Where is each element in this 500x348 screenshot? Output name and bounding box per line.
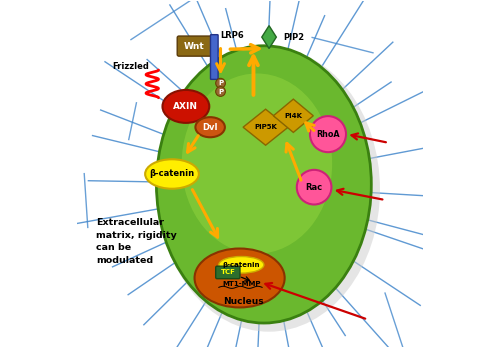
Text: P: P [218, 88, 223, 95]
Circle shape [216, 87, 226, 96]
Ellipse shape [156, 46, 372, 323]
Text: Nucleus: Nucleus [223, 297, 264, 306]
Polygon shape [243, 109, 288, 145]
Text: RhoA: RhoA [316, 130, 340, 139]
Text: LRP6: LRP6 [220, 31, 244, 40]
Polygon shape [274, 99, 314, 132]
Circle shape [310, 116, 346, 152]
Text: β-catenin: β-catenin [222, 262, 260, 268]
Text: Frizzled: Frizzled [112, 62, 149, 71]
Ellipse shape [162, 90, 210, 123]
Text: PI4K: PI4K [284, 113, 302, 119]
Circle shape [216, 78, 226, 88]
Ellipse shape [219, 256, 264, 273]
Text: Extracellular
matrix, rigidity
can be
modulated: Extracellular matrix, rigidity can be mo… [96, 218, 176, 265]
Ellipse shape [196, 117, 225, 137]
Polygon shape [262, 26, 276, 48]
Text: AXIN: AXIN [174, 102, 199, 111]
Ellipse shape [182, 73, 332, 254]
FancyBboxPatch shape [216, 266, 240, 279]
Circle shape [297, 170, 332, 205]
Text: PIP5K: PIP5K [254, 124, 277, 130]
Text: Dvl: Dvl [202, 123, 218, 132]
Text: β-catenin: β-catenin [150, 169, 194, 179]
FancyBboxPatch shape [177, 36, 212, 56]
Text: MT1-MMP: MT1-MMP [222, 281, 260, 287]
Ellipse shape [145, 159, 199, 189]
Text: TCF: TCF [220, 269, 236, 275]
Text: Rac: Rac [306, 183, 322, 192]
Ellipse shape [194, 248, 284, 307]
Ellipse shape [158, 47, 380, 332]
FancyBboxPatch shape [210, 35, 218, 79]
Text: Wnt: Wnt [184, 42, 205, 50]
Text: P: P [218, 80, 223, 86]
Text: PIP2: PIP2 [283, 33, 304, 42]
